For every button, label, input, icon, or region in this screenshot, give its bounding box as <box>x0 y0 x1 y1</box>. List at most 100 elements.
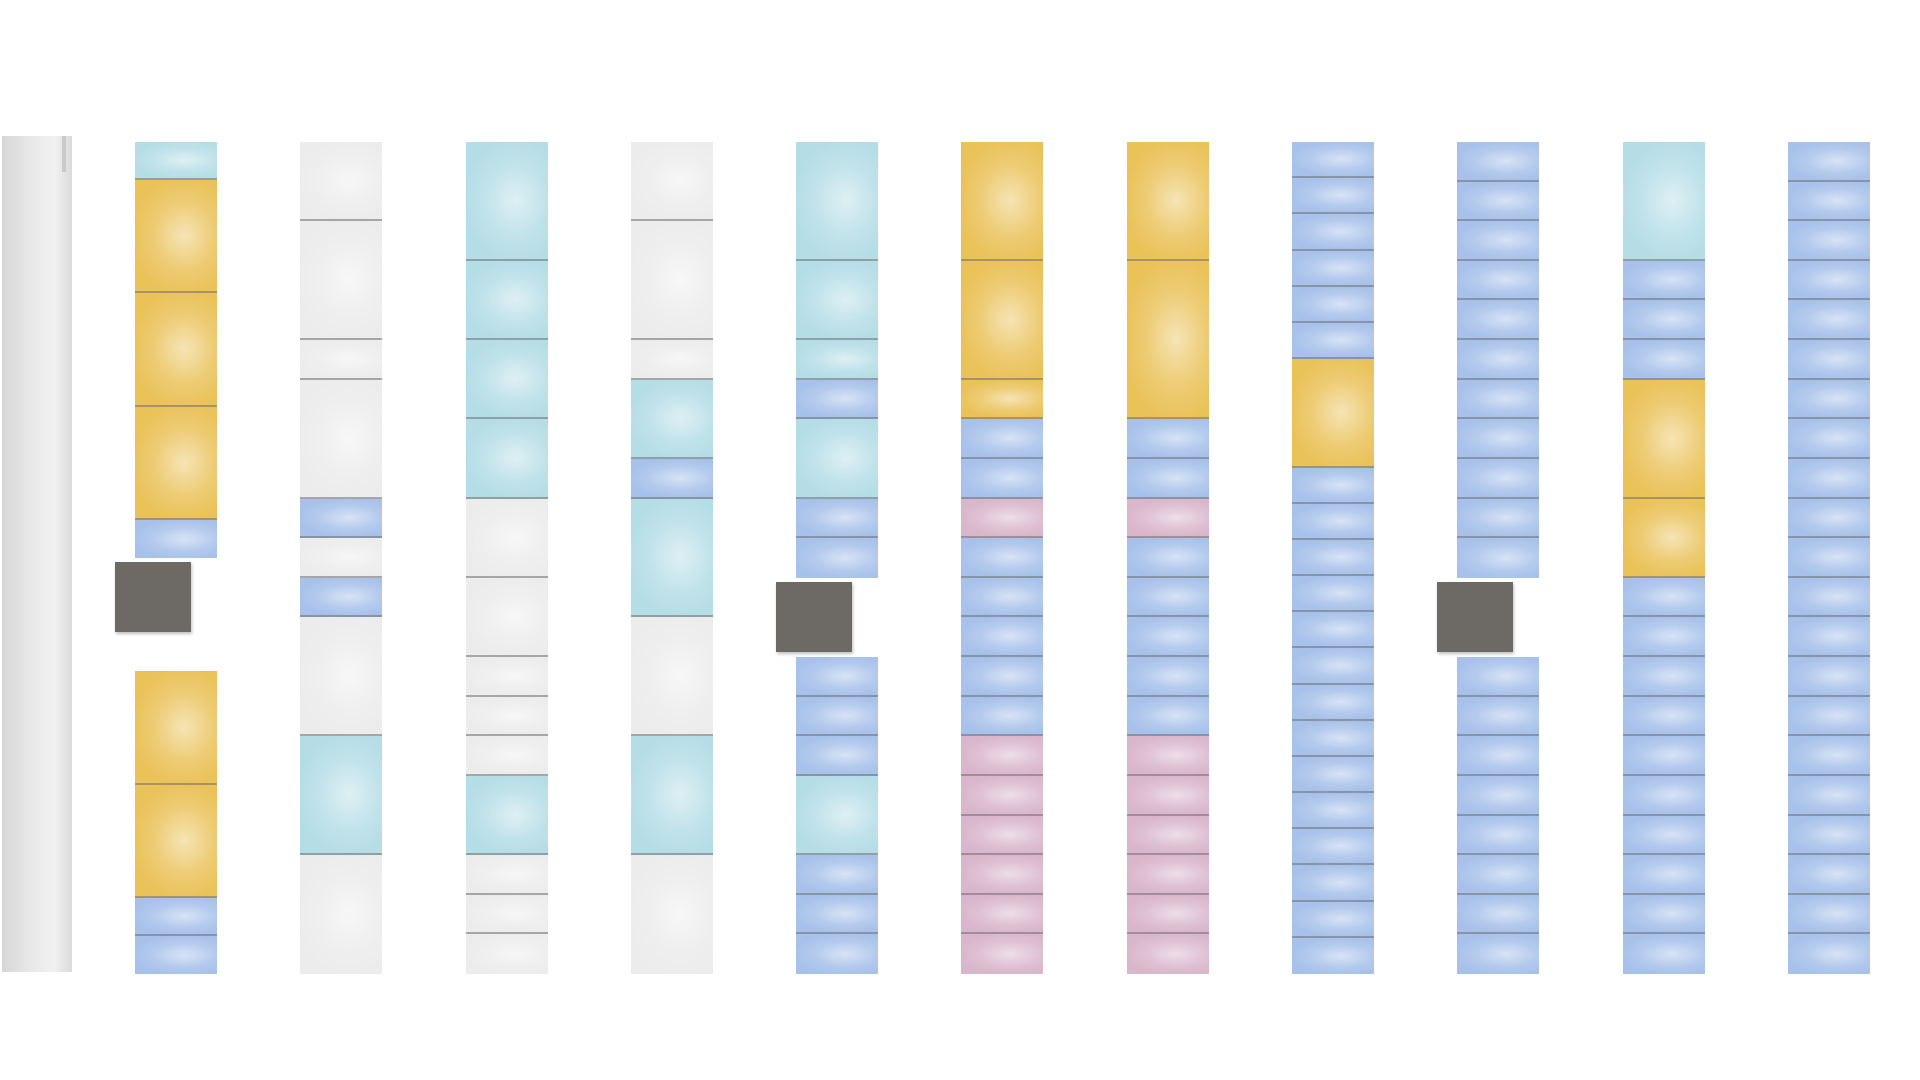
facade-panel-4 <box>631 142 713 974</box>
panel-segment-cyan <box>466 419 548 499</box>
panel-segment-blue <box>1788 617 1870 658</box>
panel-segment-blue <box>961 617 1043 658</box>
panel-segment-blue <box>961 419 1043 459</box>
facade-panel-6 <box>961 142 1043 974</box>
facade-panel-7 <box>1127 142 1209 974</box>
panel-segment-blue <box>1788 855 1870 895</box>
panel-segment-blue <box>1292 178 1374 215</box>
facade-panel-2 <box>300 142 382 974</box>
panel-segment-blue <box>1623 934 1705 974</box>
panel-segment-pink <box>1127 934 1209 974</box>
panel-segment-blue <box>1292 937 1374 974</box>
panel-segment-blue <box>1788 181 1870 222</box>
panel-segment-yellow <box>1292 359 1374 468</box>
panel-segment-cyan <box>1623 142 1705 261</box>
panel-segment-yellow <box>961 379 1043 420</box>
panel-segment-blue <box>1127 538 1209 578</box>
panel-segment-blue <box>1788 340 1870 380</box>
panel-segment-blue <box>1623 617 1705 658</box>
panel-segment-blue <box>1788 577 1870 618</box>
panel-segment-blue <box>961 538 1043 578</box>
panel-segment-blue <box>1623 260 1705 301</box>
panel-segment-blue <box>1292 214 1374 251</box>
panel-segment-blue <box>961 696 1043 737</box>
panel-segment-blue <box>1457 696 1539 737</box>
panel-segment-blue <box>1623 815 1705 856</box>
panel-segment-blue <box>1292 322 1374 360</box>
panel-segment-pink <box>961 894 1043 935</box>
panel-segment-white <box>631 617 713 737</box>
panel-segment-white <box>300 538 382 578</box>
panel-segment-blue <box>1457 142 1539 182</box>
panel-segment-cyan <box>631 736 713 856</box>
panel-segment-cyan <box>466 340 548 420</box>
panel-segment-blue <box>1623 577 1705 618</box>
panel-segment-white <box>300 855 382 974</box>
panel-segment-blue <box>796 894 878 935</box>
panel-segment-yellow <box>135 784 217 899</box>
facade-panel-10 <box>1623 142 1705 974</box>
panel-segment-pink <box>1127 815 1209 856</box>
facade-panel-8 <box>1292 142 1374 974</box>
panel-segment-white <box>631 221 713 341</box>
panel-segment-blue <box>1292 250 1374 287</box>
side-wall <box>2 136 72 972</box>
panel-segment-blue <box>1457 855 1539 895</box>
panel-segment-blue <box>1623 775 1705 816</box>
panel-segment-blue <box>1788 260 1870 301</box>
panel-segment-blue <box>1623 300 1705 341</box>
panel-segment-cyan <box>796 340 878 380</box>
panel-segment-blue <box>1127 458 1209 499</box>
panel-segment-blue <box>1788 657 1870 697</box>
panel-segment-yellow <box>961 260 1043 380</box>
panel-segment-cyan <box>796 419 878 499</box>
panel-segment-pink <box>961 736 1043 776</box>
facade-panel-1 <box>135 142 217 974</box>
panel-segment-white <box>631 855 713 974</box>
panel-segment-white <box>466 696 548 737</box>
panel-segment-yellow <box>135 671 217 785</box>
panel-segment-blue <box>1788 894 1870 935</box>
panel-segment-blue <box>1292 539 1374 577</box>
panel-segment-yellow <box>1623 379 1705 499</box>
panel-segment-blue <box>1292 467 1374 504</box>
panel-segment-blue <box>1457 498 1539 539</box>
panel-segment-white <box>466 736 548 776</box>
panel-segment-blue <box>1292 503 1374 540</box>
panel-segment-blue <box>796 538 878 578</box>
panel-segment-blue <box>796 934 878 974</box>
panel-segment-blue <box>1457 221 1539 261</box>
panel-segment-pink <box>1127 894 1209 935</box>
panel-segment-blue <box>1127 657 1209 697</box>
panel-segment-cyan <box>466 260 548 341</box>
panel-segment-blue <box>1788 696 1870 737</box>
panel-segment-blue <box>1457 736 1539 776</box>
panel-segment-blue <box>1292 793 1374 830</box>
panel-segment-blue <box>1457 260 1539 301</box>
panel-segment-blue <box>1788 458 1870 499</box>
panel-segment-blue <box>1457 419 1539 459</box>
facade-panel-5 <box>796 142 878 974</box>
panel-segment-blue <box>1292 720 1374 757</box>
panel-segment-cyan <box>135 142 217 180</box>
panel-segment-pink <box>961 498 1043 539</box>
panel-segment-blue <box>796 696 878 737</box>
panel-segment-white <box>300 142 382 222</box>
panel-segment-yellow <box>1127 142 1209 261</box>
panel-segment-white <box>631 340 713 380</box>
mounted-dark-box <box>115 562 191 632</box>
panel-segment-blue <box>1457 379 1539 420</box>
panel-segment-blue <box>1292 142 1374 179</box>
panel-segment-blue <box>135 936 217 974</box>
panel-segment-white <box>300 379 382 499</box>
panel-segment-pink <box>1127 775 1209 816</box>
panel-segment-blue <box>796 855 878 895</box>
panel-segment-blue <box>1127 419 1209 459</box>
panel-segment-white <box>466 498 548 578</box>
panel-segment-blue <box>1457 775 1539 816</box>
panel-segment-blue <box>1292 865 1374 902</box>
panel-segment-blue <box>1127 696 1209 737</box>
panel-segment-blue <box>1788 300 1870 341</box>
panel-segment-white <box>466 855 548 895</box>
panel-segment-white <box>300 617 382 737</box>
